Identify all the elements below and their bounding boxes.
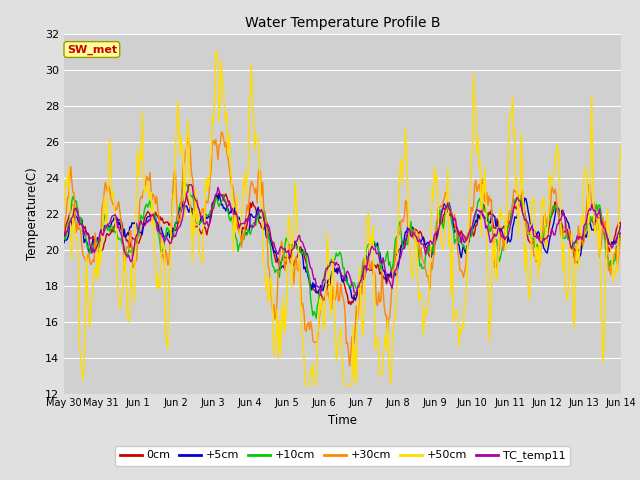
Title: Water Temperature Profile B: Water Temperature Profile B — [244, 16, 440, 30]
+30cm — [218, 130, 225, 135]
Line: 0cm: 0cm — [64, 193, 621, 305]
+10cm — [312, 315, 320, 321]
+5cm — [215, 191, 223, 197]
0cm — [60, 235, 68, 240]
+5cm — [329, 267, 337, 273]
+50cm — [394, 247, 401, 253]
0cm — [329, 266, 337, 272]
+30cm — [394, 232, 401, 238]
+50cm — [606, 228, 614, 234]
+50cm — [330, 280, 338, 286]
+50cm — [212, 49, 220, 55]
+30cm — [60, 227, 68, 233]
+10cm — [180, 180, 188, 185]
Line: +5cm: +5cm — [64, 194, 621, 300]
+10cm — [364, 243, 371, 249]
+5cm — [326, 276, 333, 282]
Line: TC_temp11: TC_temp11 — [64, 185, 621, 294]
+5cm — [519, 201, 527, 207]
0cm — [617, 219, 625, 225]
+5cm — [606, 241, 614, 247]
+5cm — [60, 240, 68, 246]
+50cm — [519, 180, 527, 186]
X-axis label: Time: Time — [328, 414, 357, 427]
+10cm — [60, 234, 68, 240]
0cm — [326, 283, 333, 289]
Text: SW_met: SW_met — [67, 44, 117, 55]
+30cm — [329, 284, 337, 289]
+50cm — [60, 206, 68, 212]
+30cm — [617, 232, 625, 238]
+5cm — [364, 259, 371, 265]
+5cm — [617, 230, 625, 236]
+10cm — [330, 257, 338, 263]
+30cm — [606, 264, 614, 270]
+30cm — [346, 363, 353, 369]
TC_temp11 — [519, 210, 527, 216]
0cm — [347, 302, 355, 308]
+50cm — [364, 214, 371, 219]
+10cm — [606, 264, 614, 270]
0cm — [519, 210, 527, 216]
Line: +50cm: +50cm — [64, 52, 621, 384]
Y-axis label: Temperature(C): Temperature(C) — [26, 167, 39, 260]
TC_temp11 — [326, 263, 333, 269]
TC_temp11 — [60, 233, 68, 239]
+30cm — [364, 255, 371, 261]
Line: +30cm: +30cm — [64, 132, 621, 366]
TC_temp11 — [353, 291, 360, 297]
+10cm — [519, 203, 527, 209]
+5cm — [394, 266, 401, 272]
Legend: 0cm, +5cm, +10cm, +30cm, +50cm, TC_temp11: 0cm, +5cm, +10cm, +30cm, +50cm, TC_temp1… — [115, 446, 570, 466]
+10cm — [327, 259, 335, 264]
TC_temp11 — [185, 182, 193, 188]
+10cm — [617, 222, 625, 228]
0cm — [394, 250, 401, 256]
+10cm — [394, 233, 401, 239]
+5cm — [351, 298, 359, 303]
TC_temp11 — [364, 259, 371, 265]
0cm — [606, 249, 614, 254]
+50cm — [327, 314, 335, 320]
TC_temp11 — [394, 260, 401, 266]
+50cm — [301, 382, 309, 387]
+30cm — [519, 187, 527, 192]
0cm — [364, 266, 371, 272]
Line: +10cm: +10cm — [64, 182, 621, 318]
0cm — [182, 190, 189, 196]
TC_temp11 — [617, 221, 625, 227]
+30cm — [326, 297, 333, 303]
TC_temp11 — [606, 240, 614, 246]
+50cm — [617, 143, 625, 149]
TC_temp11 — [329, 259, 337, 265]
